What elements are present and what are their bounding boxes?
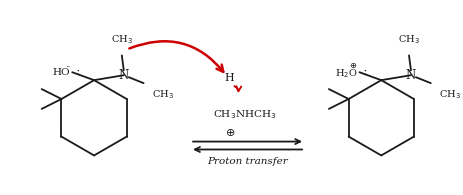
Text: CH$_3$: CH$_3$ — [151, 88, 173, 101]
Text: N: N — [119, 69, 129, 82]
Text: CH$_3$: CH$_3$ — [438, 88, 460, 101]
Text: :: : — [360, 67, 367, 77]
Text: CH$_3$: CH$_3$ — [397, 33, 419, 45]
Text: CH$_3$NHCH$_3$: CH$_3$NHCH$_3$ — [213, 108, 275, 121]
Text: $\oplus$: $\oplus$ — [224, 127, 234, 138]
Text: N: N — [405, 69, 415, 82]
Text: ··: ·· — [66, 63, 71, 71]
Text: H$_2$O: H$_2$O — [334, 67, 357, 80]
Text: Proton transfer: Proton transfer — [207, 157, 288, 166]
Text: H: H — [225, 73, 234, 83]
Text: CH$_3$: CH$_3$ — [111, 33, 132, 45]
Text: $\oplus$: $\oplus$ — [349, 61, 357, 70]
Text: HO: HO — [53, 68, 70, 77]
Text: :: : — [73, 67, 81, 77]
